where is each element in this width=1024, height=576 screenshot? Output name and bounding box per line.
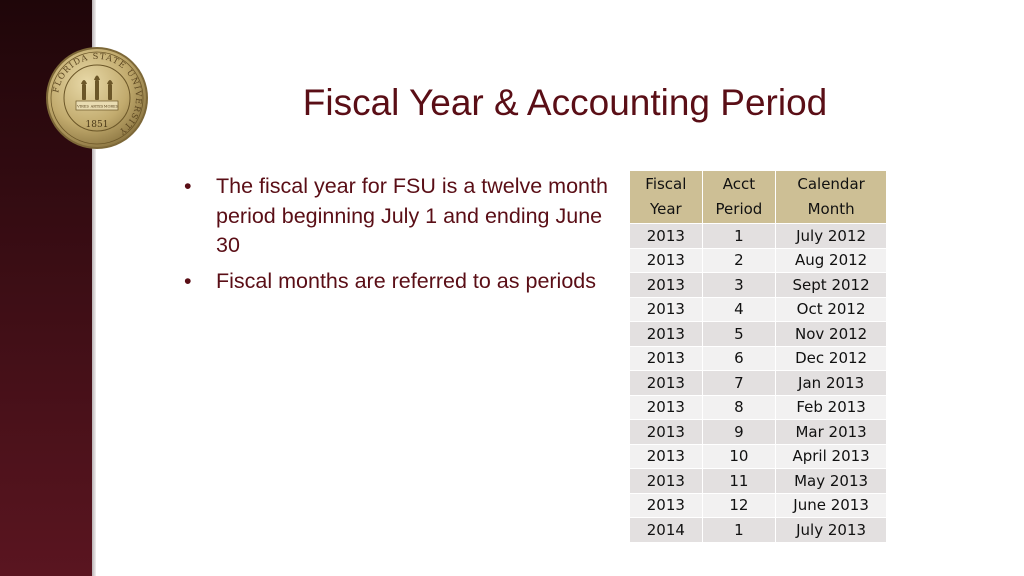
table-row: 2013 5 Nov 2012: [630, 321, 886, 346]
cell-acct-period: 12: [702, 492, 777, 518]
cell-fiscal-year: 2013: [630, 296, 703, 322]
table-row: 2013 1 July 2012: [630, 223, 886, 248]
table-row: 2013 8 Feb 2013: [630, 394, 886, 420]
header-line: Acct: [722, 175, 756, 193]
cell-acct-period: 9: [702, 419, 777, 444]
bullet-text: Fiscal months are referred to as periods: [216, 268, 596, 293]
header-line: Fiscal: [645, 175, 687, 193]
cell-acct-period: 10: [702, 443, 777, 469]
seal-banner-2: ARTES: [90, 105, 104, 109]
cell-calendar-month: Feb 2013: [775, 394, 886, 420]
bullet-list: • The fiscal year for FSU is a twelve mo…: [182, 172, 612, 302]
table-row: 2013 7 Jan 2013: [630, 370, 886, 395]
cell-calendar-month: Mar 2013: [775, 419, 886, 444]
slide-title: Fiscal Year & Accounting Period: [302, 82, 828, 123]
cell-calendar-month: Oct 2012: [775, 296, 886, 322]
cell-calendar-month: April 2013: [775, 443, 886, 469]
cell-calendar-month: July 2012: [775, 223, 886, 248]
header-line: Calendar: [797, 175, 865, 193]
cell-calendar-month: Sept 2012: [775, 272, 886, 297]
table-row: 2013 12 June 2013: [630, 492, 886, 518]
cell-fiscal-year: 2013: [630, 419, 703, 444]
seal-year: 1851: [86, 120, 109, 130]
cell-fiscal-year: 2013: [630, 223, 703, 248]
cell-calendar-month: Aug 2012: [775, 247, 886, 273]
cell-calendar-month: Nov 2012: [775, 321, 886, 346]
header-line: Period: [715, 200, 763, 218]
cell-acct-period: 2: [702, 247, 777, 273]
cell-fiscal-year: 2013: [630, 321, 703, 346]
bullet-item: • The fiscal year for FSU is a twelve mo…: [182, 172, 612, 261]
header-line: Month: [807, 200, 855, 218]
cell-calendar-month: Jan 2013: [775, 370, 886, 395]
cell-fiscal-year: 2013: [630, 247, 703, 273]
table-row: 2013 2 Aug 2012: [630, 247, 886, 273]
cell-fiscal-year: 2014: [630, 517, 703, 542]
cell-fiscal-year: 2013: [630, 345, 703, 371]
table-row: 2014 1 July 2013: [630, 517, 886, 542]
cell-fiscal-year: 2013: [630, 272, 703, 297]
seal-banner-3: MORES: [104, 105, 119, 109]
university-seal-logo: FLORIDA STATE UNIVERSITY VIRES ARTES MOR…: [46, 47, 148, 149]
cell-acct-period: 11: [702, 468, 777, 493]
cell-acct-period: 1: [702, 517, 777, 542]
cell-calendar-month: May 2013: [775, 468, 886, 493]
cell-acct-period: 5: [702, 321, 777, 346]
cell-calendar-month: June 2013: [775, 492, 886, 518]
cell-acct-period: 6: [702, 345, 777, 371]
header-fiscal-year: Fiscal Year: [630, 171, 703, 224]
bullet-item: • Fiscal months are referred to as perio…: [182, 267, 612, 297]
table-row: 2013 6 Dec 2012: [630, 345, 886, 371]
cell-acct-period: 4: [702, 296, 777, 322]
cell-acct-period: 1: [702, 223, 777, 248]
seal-banner-1: VIRES: [76, 105, 89, 109]
cell-acct-period: 3: [702, 272, 777, 297]
cell-acct-period: 8: [702, 394, 777, 420]
header-acct-period: Acct Period: [702, 171, 777, 224]
table-row: 2013 9 Mar 2013: [630, 419, 886, 444]
cell-acct-period: 7: [702, 370, 777, 395]
cell-fiscal-year: 2013: [630, 370, 703, 395]
bullet-dot-icon: •: [184, 268, 192, 293]
sidebar-divider: [92, 0, 96, 576]
cell-calendar-month: Dec 2012: [775, 345, 886, 371]
bullet-dot-icon: •: [184, 174, 192, 198]
table-header-row: Fiscal Year Acct Period Calendar Month: [630, 171, 886, 224]
table-row: 2013 10 April 2013: [630, 443, 886, 469]
cell-fiscal-year: 2013: [630, 394, 703, 420]
header-line: Year: [649, 200, 682, 218]
table-row: 2013 3 Sept 2012: [630, 272, 886, 297]
header-calendar-month: Calendar Month: [775, 171, 886, 224]
cell-fiscal-year: 2013: [630, 443, 703, 469]
cell-fiscal-year: 2013: [630, 468, 703, 493]
table-body: 2013 1 July 2012 2013 2 Aug 2012 2013 3 Sept 201…: [630, 223, 886, 542]
table-row: 2013 11 May 2013: [630, 468, 886, 493]
fiscal-period-table: Fiscal Year Acct Period Calendar Month 2…: [630, 171, 886, 542]
table-row: 2013 4 Oct 2012: [630, 296, 886, 322]
cell-fiscal-year: 2013: [630, 492, 703, 518]
cell-calendar-month: July 2013: [775, 517, 886, 542]
bullet-text: The fiscal year for FSU is a twelve mont…: [216, 174, 608, 257]
